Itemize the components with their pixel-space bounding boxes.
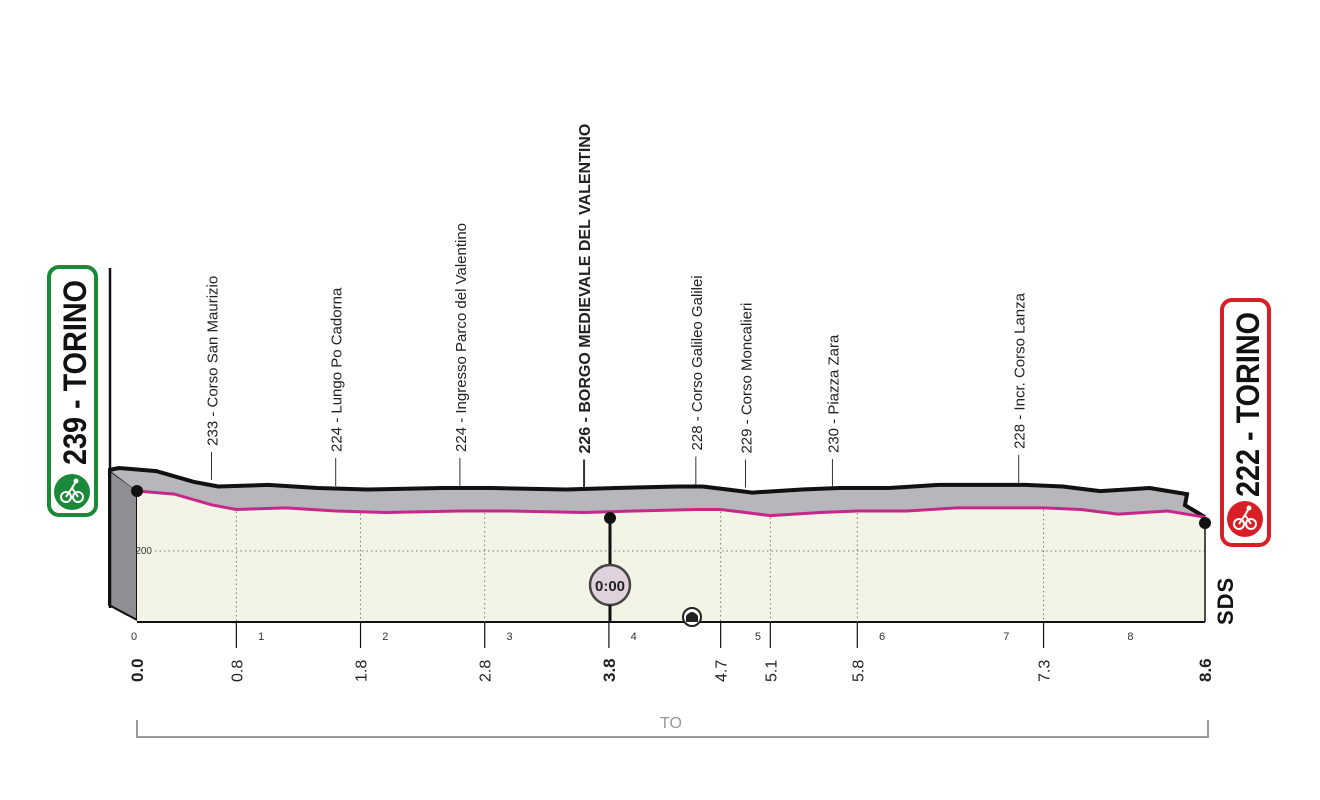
finish-point <box>1199 517 1211 529</box>
waypoint-label: 224 - Ingresso Parco del Valentino <box>453 223 470 452</box>
km-marker-label: 1.8 <box>354 660 371 682</box>
start-label: 239 - TORINO <box>57 280 93 465</box>
waypoint-label: 229 - Corso Moncalieri <box>739 303 756 454</box>
km-marker-label: 7.3 <box>1037 660 1054 682</box>
cyclist-icon <box>1227 501 1263 537</box>
km-marker-label: 3.8 <box>600 658 619 682</box>
km-marker-label: 0.0 <box>128 658 147 682</box>
waypoint-label: 230 - Piazza Zara <box>825 334 842 453</box>
km-tick-label: 2 <box>382 631 388 643</box>
waypoint-label: 228 - Incr. Corso Lanza <box>1012 292 1029 449</box>
km-tick-label: 5 <box>755 631 761 643</box>
km-marker-label: 5.8 <box>850 660 867 682</box>
stopwatch-icon: 0:00 <box>588 563 632 607</box>
province-bracket: TO <box>136 715 1209 738</box>
km-marker-label: 8.6 <box>1196 658 1215 682</box>
km-tick-label: 3 <box>506 631 512 643</box>
km-marker-label: 4.7 <box>714 660 731 682</box>
km-marker-label: 2.8 <box>478 660 495 682</box>
route-line <box>136 489 1206 519</box>
km-tick-label: 1 <box>258 631 264 643</box>
km-tick-label: 7 <box>1003 631 1009 643</box>
km-tick-label: 6 <box>879 631 885 643</box>
waypoints: 233 - Corso San Maurizio 224 - Lungo Po C… <box>205 124 1029 488</box>
start-badge: 239 - TORINO <box>47 265 98 517</box>
waypoint-label: 224 - Lungo Po Cadorna <box>329 287 346 452</box>
finish-badge: 222 - TORINO <box>1220 298 1271 547</box>
km-tick-label: 0 <box>131 631 137 643</box>
finish-label: 222 - TORINO <box>1230 312 1266 497</box>
waypoint-label: 226 - BORGO MEDIEVALE DEL VALENTINO <box>577 124 594 454</box>
waypoint-label: 228 - Corso Galileo Galilei <box>689 275 706 450</box>
start-point <box>131 485 143 497</box>
elevation-profile-fill <box>137 491 1205 622</box>
brand-logo: SDS <box>1213 577 1238 625</box>
road-top-edge <box>108 465 1207 519</box>
km-tick-label: 8 <box>1127 631 1133 643</box>
road-band <box>109 468 1205 518</box>
intermediate-point-icon <box>682 607 702 627</box>
km-marker-label: 5.1 <box>763 660 780 682</box>
timing-point: 0:00 <box>588 512 632 622</box>
timing-label: 0:00 <box>595 578 625 595</box>
altitude-tick-label: 200 <box>135 546 152 557</box>
cyclist-icon <box>54 474 90 510</box>
province-label: TO <box>660 715 682 732</box>
km-tick-label: 4 <box>631 631 637 643</box>
waypoint-label: 233 - Corso San Maurizio <box>205 276 222 446</box>
km-marker-label: 0.8 <box>229 660 246 682</box>
km-ticks: 0 1 2 3 4 5 6 7 8 <box>131 631 1134 643</box>
